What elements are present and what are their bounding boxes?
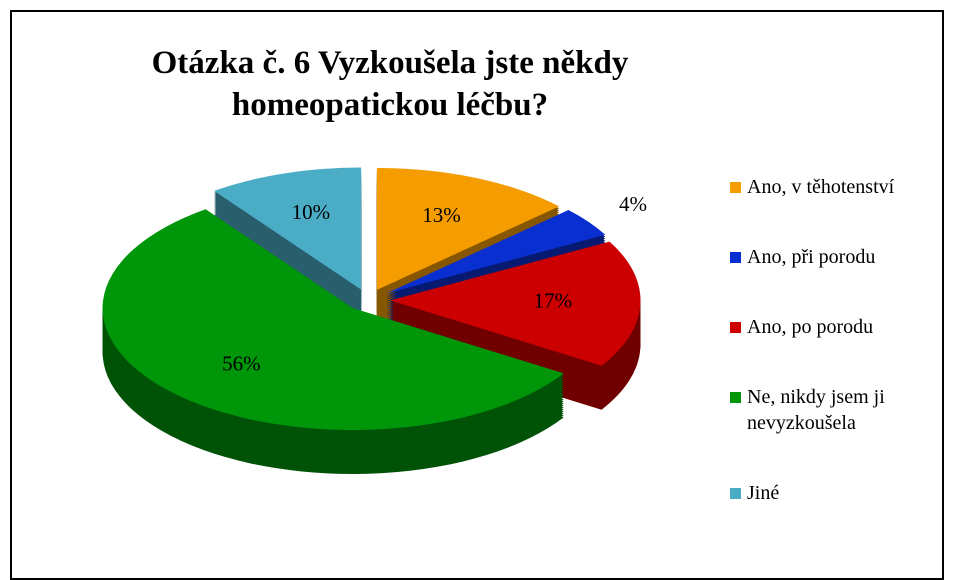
legend-label: Ne, nikdy jsem ji nevyzkoušela — [747, 386, 885, 434]
data-label: 13% — [422, 203, 461, 227]
slice — [390, 241, 641, 366]
slice-group — [102, 209, 564, 475]
legend-label: Jiné — [747, 482, 780, 504]
page: Otázka č. 6 Vyzkoušela jste někdy homeop… — [10, 10, 945, 580]
chart: 13% 4% 17% 56% 10% — [102, 167, 647, 475]
slice-group — [390, 241, 641, 410]
slice — [214, 167, 362, 290]
data-label: 10% — [292, 200, 331, 224]
legend-label: Ano, v těhotenství — [747, 176, 895, 198]
data-label: 17% — [534, 289, 573, 313]
legend-swatch — [730, 182, 741, 193]
legend-entry: Ano, při porodu — [730, 244, 945, 270]
slice — [376, 167, 560, 290]
slice — [102, 209, 564, 431]
legend-swatch — [730, 488, 741, 499]
chart-title: Otázka č. 6 Vyzkoušela jste někdy homeop… — [151, 45, 629, 123]
legend-entry: Jiné — [730, 480, 945, 506]
legend-entry: Ne, nikdy jsem ji nevyzkoušela — [730, 384, 945, 436]
legend-entry: Ano, v těhotenství — [730, 174, 945, 200]
legend-label: Ano, při porodu — [747, 246, 876, 268]
data-label: 4% — [619, 192, 647, 216]
legend-swatch — [730, 392, 741, 403]
legend-swatch — [730, 322, 741, 333]
legend-swatch — [730, 252, 741, 263]
slice — [386, 210, 606, 294]
data-label: 56% — [222, 352, 261, 376]
legend-entry: Ano, po porodu — [730, 314, 945, 340]
legend: Ano, v těhotenství Ano, při porodu Ano, po… — [730, 174, 945, 506]
legend-label: Ano, po porodu — [747, 316, 874, 338]
